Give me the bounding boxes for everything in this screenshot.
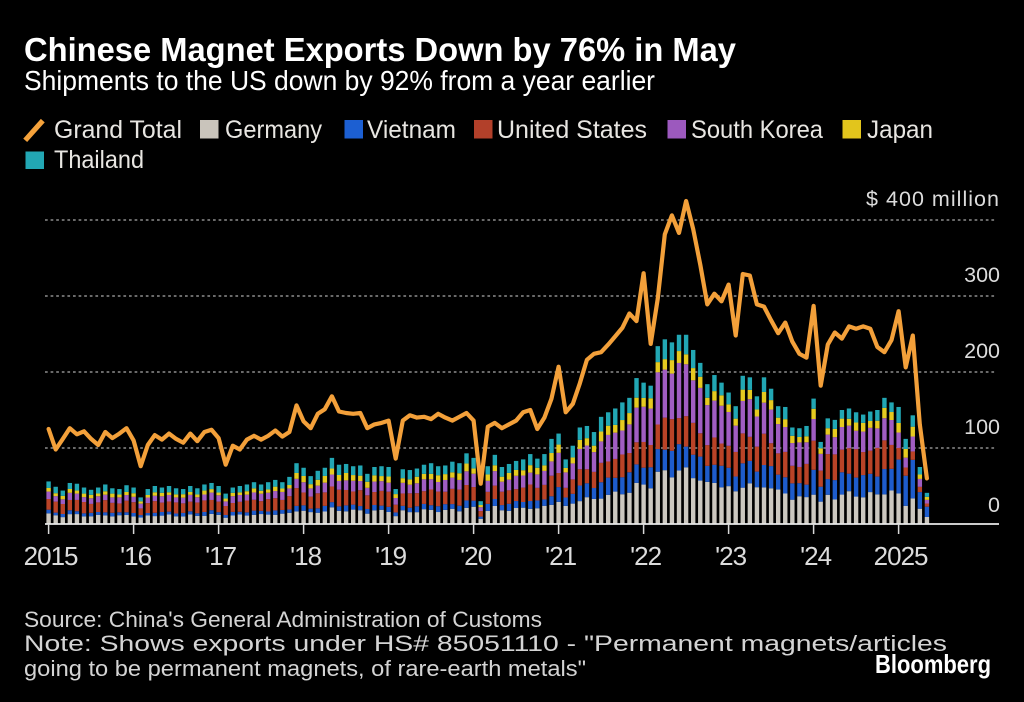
svg-text:Source: China's General Admini: Source: China's General Administration o… [24,607,542,632]
svg-text:200: 200 [964,339,1000,363]
svg-text:Note: Shows exports under HS#: Note: Shows exports under HS# 85051110 -… [24,631,947,656]
svg-text:'17: '17 [205,541,236,571]
svg-text:2025: 2025 [874,541,928,571]
svg-text:'18: '18 [290,541,321,571]
svg-text:Japan: Japan [867,116,933,144]
svg-text:Grand Total: Grand Total [54,116,182,144]
svg-text:'20: '20 [460,541,491,571]
svg-text:0: 0 [988,493,1000,517]
svg-text:100: 100 [964,415,1000,439]
svg-text:Bloomberg: Bloomberg [875,649,991,679]
svg-text:Shipments to the US down by 92: Shipments to the US down by 92% from a y… [24,65,655,96]
svg-text:'23: '23 [715,541,746,571]
svg-text:Germany: Germany [225,116,322,144]
svg-text:'16: '16 [120,541,151,571]
svg-text:'21: '21 [545,541,576,571]
svg-text:Chinese Magnet Exports Down by: Chinese Magnet Exports Down by 76% in Ma… [24,31,737,68]
svg-text:United States: United States [497,116,647,144]
svg-text:300: 300 [964,263,1000,287]
svg-text:'22: '22 [630,541,661,571]
svg-text:Thailand: Thailand [54,146,144,174]
svg-text:'24: '24 [800,541,831,571]
svg-text:going to be permanent magnets,: going to be permanent magnets, of rare-e… [24,656,586,681]
svg-text:'19: '19 [375,541,406,571]
svg-text:2015: 2015 [24,541,78,571]
svg-text:$ 400 million: $ 400 million [866,187,999,211]
svg-text:South Korea: South Korea [691,116,823,144]
svg-text:Vietnam: Vietnam [367,116,456,144]
